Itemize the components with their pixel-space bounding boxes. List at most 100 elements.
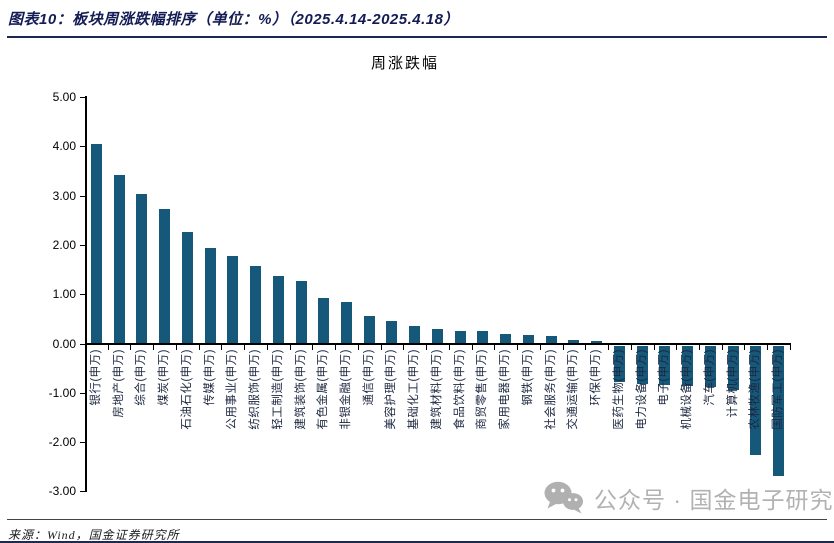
x-axis-label: 食品饮料(申万): [453, 349, 466, 430]
x-axis-label: 家用电器(申万): [499, 349, 512, 430]
x-axis-tick: [744, 345, 746, 350]
x-axis-label: 石油石化(申万): [180, 349, 193, 430]
bar: [682, 345, 694, 387]
x-axis-tick: [630, 345, 632, 350]
x-axis-label: 汽车(申万): [703, 349, 716, 406]
x-axis-label: 煤炭(申万): [158, 349, 171, 406]
bar: [341, 301, 352, 344]
x-axis-tick: [517, 345, 519, 350]
bar: [363, 315, 375, 344]
x-axis-label: 房地产(申万): [112, 349, 125, 418]
y-axis-tick: [80, 244, 85, 246]
y-axis-tick: [80, 294, 85, 296]
bar: [727, 345, 739, 390]
source-note: 来源：Wind，国金证券研究所: [8, 528, 180, 542]
y-axis-tick: [80, 97, 85, 98]
y-axis-label: 4.00: [52, 139, 76, 154]
x-axis-label: 建筑材料(申万): [430, 349, 443, 430]
bar: [636, 345, 648, 384]
watermark: 公众号 · 国金电子研究: [543, 480, 833, 516]
bar: [386, 320, 398, 344]
y-axis-tick: [80, 146, 85, 148]
y-axis-tick: [80, 343, 85, 345]
x-axis-label: 通信(申万): [362, 349, 375, 406]
bar: [272, 276, 284, 344]
x-axis-tick: [85, 345, 86, 350]
x-axis-tick: [471, 345, 473, 350]
y-axis-line: [85, 96, 87, 492]
x-axis-label: 机械设备(申万): [681, 349, 694, 430]
y-axis-tick: [80, 195, 85, 197]
figure-title: 图表10：板块周涨跌幅排序（单位：%）（2025.4.14-2025.4.18）: [8, 11, 459, 28]
bar: [159, 209, 171, 344]
x-axis-tick: [676, 345, 678, 350]
y-axis-tick: [80, 491, 85, 493]
x-axis-label: 计算机(申万): [726, 349, 739, 418]
x-axis-tick: [357, 345, 359, 350]
x-axis-tick: [153, 345, 155, 350]
x-axis-label: 纺织服饰(申万): [249, 349, 262, 430]
bottom-border: [0, 541, 834, 543]
x-axis-tick: [175, 345, 177, 350]
x-axis-tick: [653, 345, 655, 350]
bar: [181, 231, 193, 344]
x-axis-tick: [198, 345, 200, 350]
x-axis-zero-line: [85, 343, 791, 345]
x-axis-label: 传媒(申万): [203, 349, 216, 406]
footer-divider: [7, 519, 827, 520]
x-axis-tick: [698, 345, 700, 350]
y-axis-label: 1.00: [52, 287, 76, 302]
y-axis-label: 2.00: [52, 237, 76, 252]
x-axis-tick: [380, 345, 382, 350]
y-axis-tick: [80, 392, 85, 394]
bar: [227, 255, 239, 344]
x-axis-tick: [585, 345, 587, 350]
bar: [477, 331, 489, 344]
header-divider: [7, 36, 827, 38]
x-axis-tick: [244, 345, 246, 350]
bar: [318, 298, 330, 344]
x-axis-tick: [539, 345, 541, 350]
x-axis-label: 建筑装饰(申万): [294, 349, 307, 430]
bar: [250, 266, 262, 344]
x-axis-label: 非银金融(申万): [340, 349, 352, 430]
x-axis-tick: [312, 345, 314, 350]
bar: [90, 143, 102, 344]
x-axis-tick: [789, 345, 791, 350]
x-axis-label: 公用事业(申万): [226, 349, 239, 430]
y-axis-label: 5.00: [52, 90, 76, 104]
x-axis-tick: [767, 345, 769, 350]
x-axis-label: 综合(申万): [135, 349, 148, 406]
x-axis-label: 基础化工(申万): [408, 349, 421, 430]
bar: [431, 329, 443, 344]
bar: [591, 341, 603, 344]
x-axis-tick: [130, 345, 132, 350]
x-axis-label: 美容护理(申万): [385, 349, 398, 430]
x-axis-tick: [426, 345, 428, 350]
x-axis-label: 轻工制造(申万): [271, 349, 284, 430]
x-axis-tick: [221, 345, 223, 350]
x-axis-tick: [562, 345, 564, 350]
y-axis-label: -1.00: [48, 385, 76, 400]
x-axis-tick: [721, 345, 723, 350]
x-axis-label: 钢铁(申万): [521, 349, 534, 406]
x-axis-tick: [494, 345, 496, 350]
x-axis-label: 社会服务(申万): [544, 349, 557, 430]
x-axis-label: 医药生物(申万): [612, 349, 625, 430]
x-axis-tick: [266, 345, 268, 350]
chart-title: 周涨跌幅: [370, 56, 439, 72]
x-axis-tick: [289, 345, 291, 350]
y-axis-label: 3.00: [52, 188, 76, 203]
y-axis-label: -2.00: [48, 435, 76, 450]
bar: [500, 333, 512, 344]
x-axis-label: 电子(申万): [658, 349, 671, 406]
bar: [613, 345, 625, 383]
bar: [750, 345, 762, 456]
x-axis-tick: [107, 345, 109, 350]
bar: [568, 340, 580, 344]
x-axis-tick: [335, 345, 337, 350]
watermark-text: 公众号 · 国金电子研究: [594, 487, 834, 513]
wechat-icon: [544, 481, 583, 514]
